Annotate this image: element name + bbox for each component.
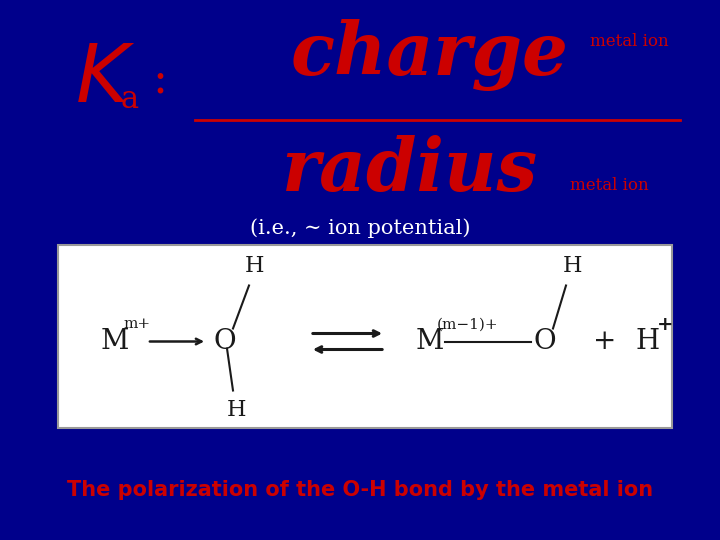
Text: metal ion: metal ion (590, 33, 669, 51)
Text: M: M (101, 328, 129, 355)
Text: +: + (593, 328, 617, 355)
Text: metal ion: metal ion (570, 177, 649, 193)
Text: H: H (636, 328, 660, 355)
Text: O: O (214, 328, 236, 355)
Text: $\mathit{K}$: $\mathit{K}$ (75, 41, 135, 119)
Text: +: + (657, 315, 673, 334)
Text: (m−1)+: (m−1)+ (437, 318, 499, 332)
Text: The polarization of the O-H bond by the metal ion: The polarization of the O-H bond by the … (67, 480, 653, 500)
Text: O: O (534, 328, 557, 355)
Text: radius: radius (282, 134, 538, 206)
Text: H: H (228, 399, 247, 421)
Text: a: a (121, 84, 139, 116)
Text: m+: m+ (123, 318, 150, 332)
Text: M: M (416, 328, 444, 355)
Text: (i.e., ∼ ion potential): (i.e., ∼ ion potential) (250, 218, 470, 238)
Text: :: : (153, 58, 168, 102)
Bar (58, 245, 672, 428)
Text: H: H (562, 255, 582, 278)
Text: charge: charge (291, 19, 569, 91)
Text: H: H (246, 255, 265, 278)
